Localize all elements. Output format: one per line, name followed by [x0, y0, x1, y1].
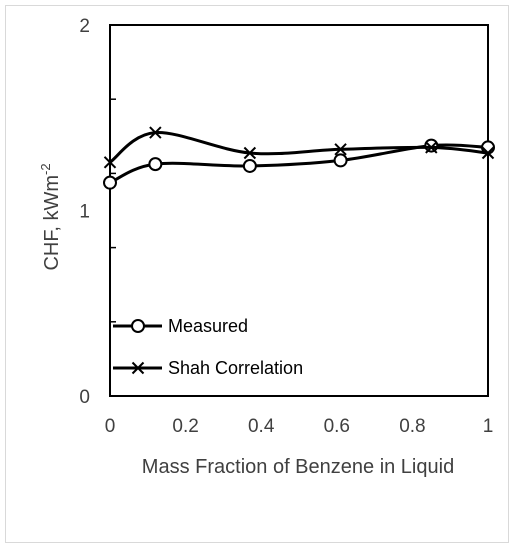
data-point [334, 143, 347, 156]
x-marker-stroke [103, 156, 117, 169]
x-marker-stroke [243, 146, 257, 160]
x-marker-stroke [131, 361, 145, 375]
chart-svg: 0 0.2 0.4 0.6 0.8 1 0 1 2 Mass Fraction of Benz… [38, 16, 495, 478]
x-axis-ticks: 0 0.2 0.4 0.6 0.8 1 [105, 416, 494, 437]
data-point [103, 156, 117, 169]
series-shah-correlation [103, 126, 495, 169]
data-point [149, 126, 162, 139]
x-marker-stroke [481, 146, 495, 160]
x-tick-label: 0.2 [172, 416, 198, 437]
legend-label: Measured [168, 316, 248, 336]
x-axis-title: Mass Fraction of Benzene in Liquid [142, 456, 454, 478]
data-point [424, 138, 439, 153]
chart-frame: 0 0.2 0.4 0.6 0.8 1 0 1 2 Mass Fraction of Benz… [5, 5, 509, 543]
legend-label: Shah Correlation [168, 358, 303, 378]
x-tick-label: 0.8 [399, 416, 425, 437]
legend-item: Shah Correlation [113, 358, 303, 378]
series-layer [103, 126, 495, 190]
y-tick-label: 0 [79, 387, 90, 408]
x-marker-stroke [149, 126, 162, 139]
data-point [242, 158, 257, 173]
data-point [333, 153, 348, 168]
y-axis-ticks: 0 1 2 [79, 16, 90, 408]
y-tick-label: 1 [79, 202, 90, 223]
y-tick-label: 2 [79, 16, 90, 37]
x-tick-label: 0.4 [248, 416, 275, 437]
x-tick-label: 0 [105, 416, 116, 437]
legend: Measured Shah Correlation [113, 316, 303, 378]
data-point [425, 141, 438, 154]
legend-item: Measured [113, 316, 248, 336]
x-marker-stroke [425, 141, 438, 154]
legend-marker [131, 361, 145, 375]
x-marker-stroke [334, 143, 347, 156]
data-point [481, 146, 495, 160]
data-point [148, 157, 163, 172]
data-point [243, 146, 257, 160]
legend-marker [131, 319, 145, 333]
plot-area [109, 24, 489, 397]
y-axis-title-superscript: -2 [38, 163, 53, 175]
plot-border [109, 24, 489, 397]
y-axis-title: CHF, kWm-2 [38, 163, 63, 270]
series-measured [103, 138, 495, 190]
x-tick-label: 1 [483, 416, 494, 437]
data-point [103, 175, 117, 190]
x-tick-label: 0.6 [324, 416, 350, 437]
y-axis-title-text: CHF, kWm [41, 175, 63, 271]
